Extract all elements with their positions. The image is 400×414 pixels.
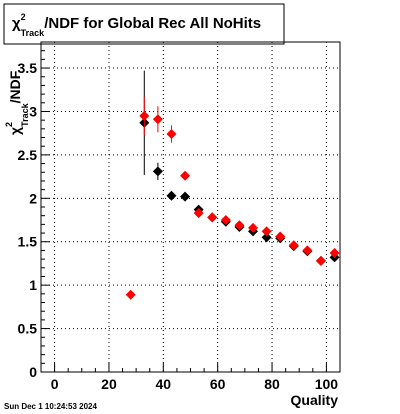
diamond-marker: [234, 220, 245, 231]
diamond-marker: [315, 255, 326, 266]
title-rest: /NDF for Global Rec All NoHits: [44, 15, 261, 32]
y-axis-title: χ2 Track/NDF: [4, 70, 30, 135]
y-tick-label: 2: [29, 190, 37, 206]
x-tick-label: 60: [210, 376, 226, 392]
title-symbol: χ: [12, 15, 21, 32]
y-tick-label: 3: [29, 103, 37, 119]
data-point: [288, 240, 299, 251]
title-subscript: Track: [21, 28, 46, 38]
x-tick-label: 100: [315, 376, 339, 392]
y-tick-label: 1: [29, 277, 37, 293]
data-point: [139, 96, 150, 135]
diamond-marker: [220, 215, 231, 226]
data-point: [180, 170, 191, 181]
diamond-marker: [180, 191, 191, 202]
ylabel-subscript: Track: [20, 102, 30, 127]
diamond-marker: [207, 212, 218, 223]
y-tick-label: 3.5: [18, 60, 38, 76]
data-point: [193, 208, 204, 219]
diamond-marker: [152, 166, 163, 177]
diamond-marker: [152, 114, 163, 125]
data-point: [248, 222, 259, 233]
data-point: [261, 226, 272, 237]
diamond-marker: [329, 248, 340, 259]
x-axis-title: Quality: [291, 392, 339, 408]
diamond-marker: [261, 232, 272, 243]
data-point: [234, 220, 245, 231]
data-point: [125, 289, 136, 300]
diamond-marker: [125, 289, 136, 300]
diamond-marker: [180, 170, 191, 181]
x-tick-label: 80: [264, 376, 280, 392]
x-tick-label: 40: [156, 376, 172, 392]
ylabel-symbol: χ: [7, 127, 23, 135]
data-point: [152, 106, 163, 133]
title-box: [3, 3, 285, 45]
ylabel-rest: /NDF: [7, 70, 23, 103]
y-tick-label: 1.5: [18, 234, 38, 250]
ylabel-superscript: 2: [4, 122, 14, 127]
data-point: [302, 245, 313, 256]
title-superscript: 2: [21, 12, 26, 22]
data-point: [329, 248, 340, 259]
data-point: [166, 190, 177, 201]
diamond-marker: [302, 245, 313, 256]
x-tick-label: 20: [101, 376, 117, 392]
data-point: [275, 231, 286, 242]
diamond-marker: [288, 240, 299, 251]
diamond-marker: [139, 110, 150, 121]
footer-timestamp: Sun Dec 1 10:24:53 2024: [4, 402, 97, 411]
data-point: [180, 191, 191, 202]
data-point: [152, 162, 163, 181]
data-point: [207, 212, 218, 223]
data-markers: [125, 70, 340, 300]
y-tick-label: 2.5: [18, 147, 38, 163]
data-point: [315, 255, 326, 266]
diamond-marker: [261, 226, 272, 237]
plot-frame: [40, 41, 341, 373]
y-tick-label: 0.5: [18, 321, 38, 337]
y-tick-label: 0: [29, 364, 37, 380]
diamond-marker: [193, 208, 204, 219]
tick-labels: 0 20 40 60 80 100 0 0.5 1 1.5 2 2.5 3 3.5: [18, 60, 339, 392]
diamond-marker: [166, 190, 177, 201]
data-point: [166, 125, 177, 143]
chart-title: χ2 Track/NDF for Global Rec All NoHits: [12, 12, 261, 38]
diamond-marker: [166, 129, 177, 140]
diamond-marker: [248, 222, 259, 233]
grid: [41, 42, 340, 373]
x-tick-label: 0: [51, 376, 59, 392]
diamond-marker: [275, 231, 286, 242]
ticks: [40, 50, 341, 373]
data-point: [220, 215, 231, 226]
